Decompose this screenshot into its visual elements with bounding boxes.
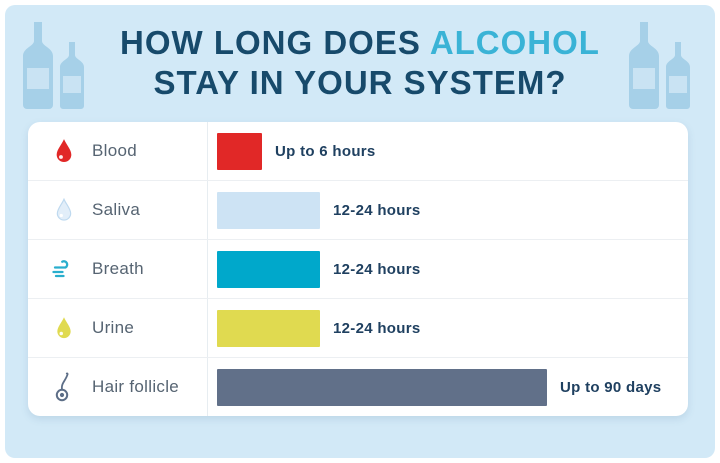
- label-cell: Breath: [28, 240, 207, 298]
- wine-bottles-icon-left: [22, 22, 88, 115]
- duration-label: 12-24 hours: [333, 319, 421, 337]
- wine-bottles-icon: [629, 22, 690, 109]
- duration-label: 12-24 hours: [333, 201, 421, 219]
- hair-follicle-icon: [50, 372, 78, 402]
- duration-chart-card: Blood Up to 6 hours Saliva 12-24 h: [28, 122, 688, 416]
- title-line-1: HOW LONG DOES ALCOHOL: [0, 23, 720, 63]
- row-label: Breath: [92, 259, 144, 278]
- table-row-breath: Breath 12-24 hours: [28, 240, 688, 299]
- table-row-hair-follicle: Hair follicle Up to 90 days: [28, 358, 688, 416]
- duration-bar-breath: [217, 250, 320, 288]
- bar-cell: Up to 90 days: [207, 358, 688, 416]
- label-cell: Hair follicle: [28, 358, 207, 416]
- duration-label: Up to 6 hours: [275, 142, 376, 160]
- label-cell: Blood: [28, 122, 207, 180]
- title-text: HOW LONG DOES: [120, 24, 421, 61]
- title-accent-word: ALCOHOL: [429, 24, 600, 61]
- urine-drop-icon: [50, 316, 78, 341]
- row-label: Hair follicle: [92, 377, 180, 396]
- duration-bar-urine: [217, 309, 320, 347]
- saliva-drop-icon: [50, 197, 78, 223]
- duration-bar-hair-follicle: [217, 368, 547, 406]
- duration-bar-blood: [217, 132, 262, 170]
- label-cell: Saliva: [28, 181, 207, 239]
- bar-cell: 12-24 hours: [207, 240, 688, 298]
- page-title: HOW LONG DOES ALCOHOL STAY IN YOUR SYSTE…: [0, 23, 720, 103]
- wine-bottles-icon: [23, 22, 84, 109]
- duration-label: Up to 90 days: [560, 378, 662, 396]
- blood-drop-icon: [50, 138, 78, 165]
- label-cell: Urine: [28, 299, 207, 357]
- row-label: Saliva: [92, 200, 141, 219]
- breath-wind-icon: [50, 259, 78, 279]
- bar-cell: 12-24 hours: [207, 181, 688, 239]
- table-row-blood: Blood Up to 6 hours: [28, 122, 688, 181]
- bar-cell: Up to 6 hours: [207, 122, 688, 180]
- wine-bottles-icon-right: [628, 22, 694, 115]
- duration-label: 12-24 hours: [333, 260, 421, 278]
- duration-bar-saliva: [217, 191, 320, 229]
- table-row-urine: Urine 12-24 hours: [28, 299, 688, 358]
- bar-cell: 12-24 hours: [207, 299, 688, 357]
- row-label: Blood: [92, 141, 137, 160]
- title-line-2: STAY IN YOUR SYSTEM?: [153, 64, 567, 101]
- row-label: Urine: [92, 318, 135, 337]
- table-row-saliva: Saliva 12-24 hours: [28, 181, 688, 240]
